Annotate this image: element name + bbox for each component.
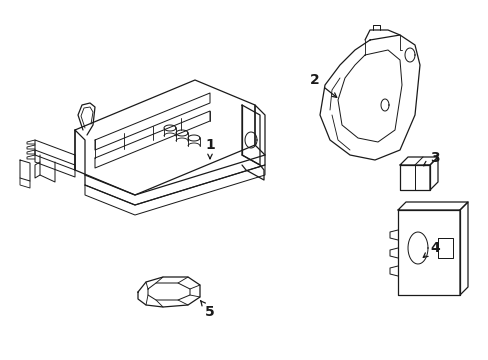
Text: 5: 5 <box>200 301 214 319</box>
Text: 1: 1 <box>204 138 214 159</box>
Text: 3: 3 <box>423 151 439 166</box>
Text: 2: 2 <box>309 73 336 98</box>
Text: 4: 4 <box>423 241 439 257</box>
